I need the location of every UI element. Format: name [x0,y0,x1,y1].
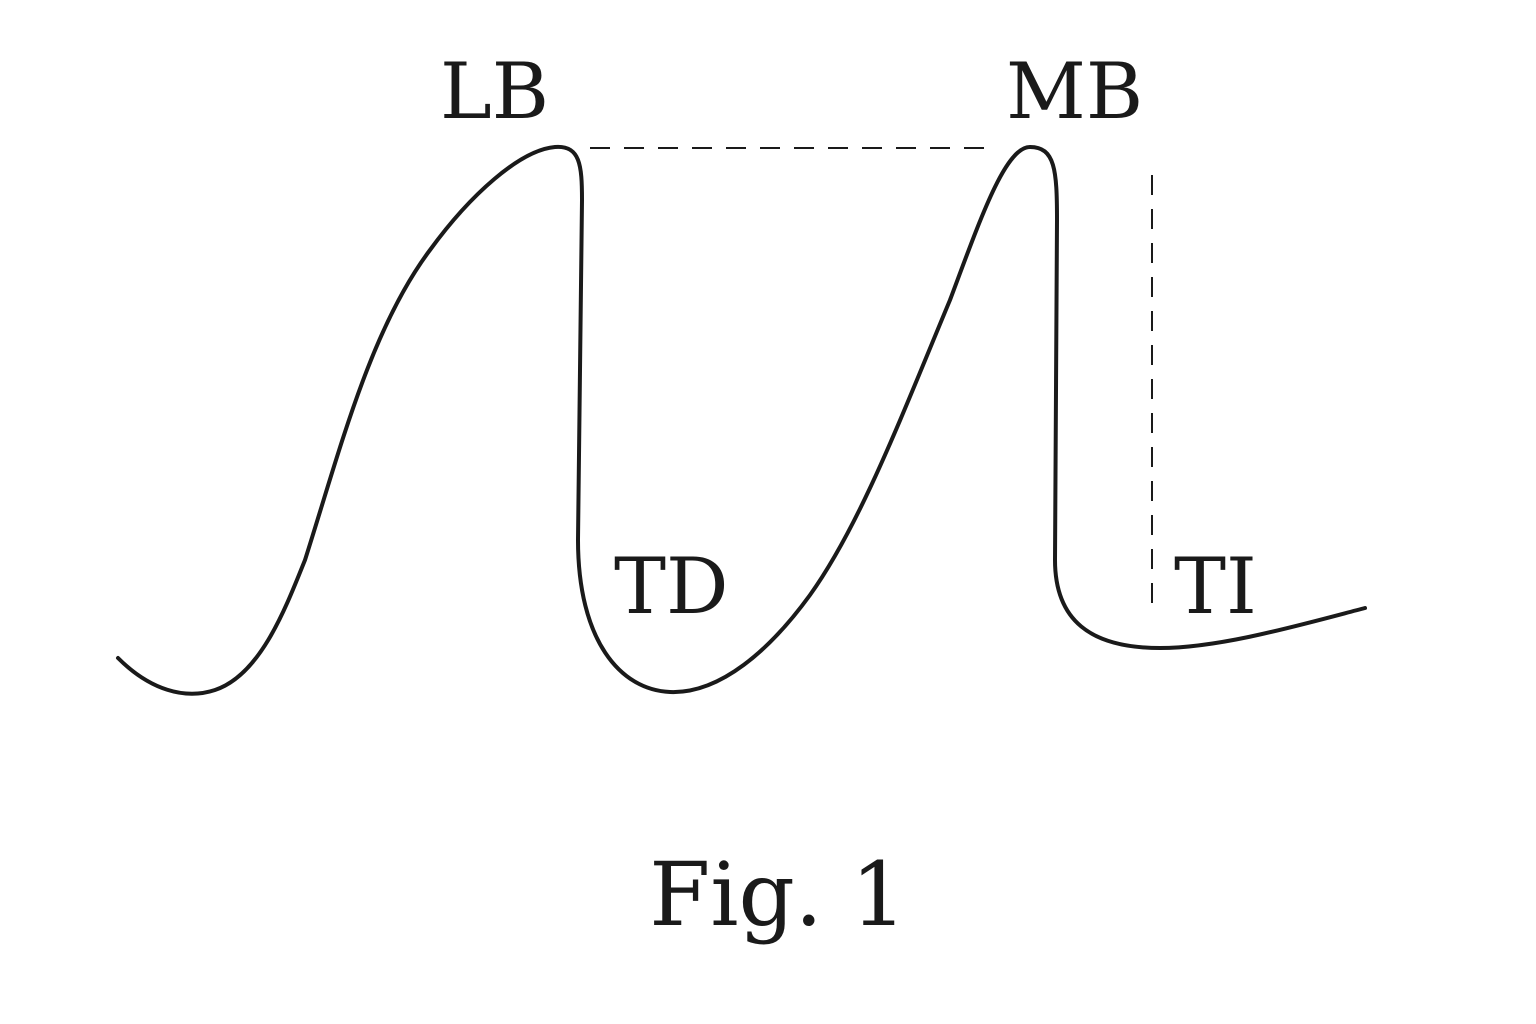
label-mb: MB [1006,47,1143,137]
figure-caption: Fig. 1 [649,843,906,946]
label-td: TD [614,542,729,632]
waveform-curve [116,144,1367,696]
label-lb: LB [440,47,549,137]
label-ti: TI [1174,542,1257,632]
